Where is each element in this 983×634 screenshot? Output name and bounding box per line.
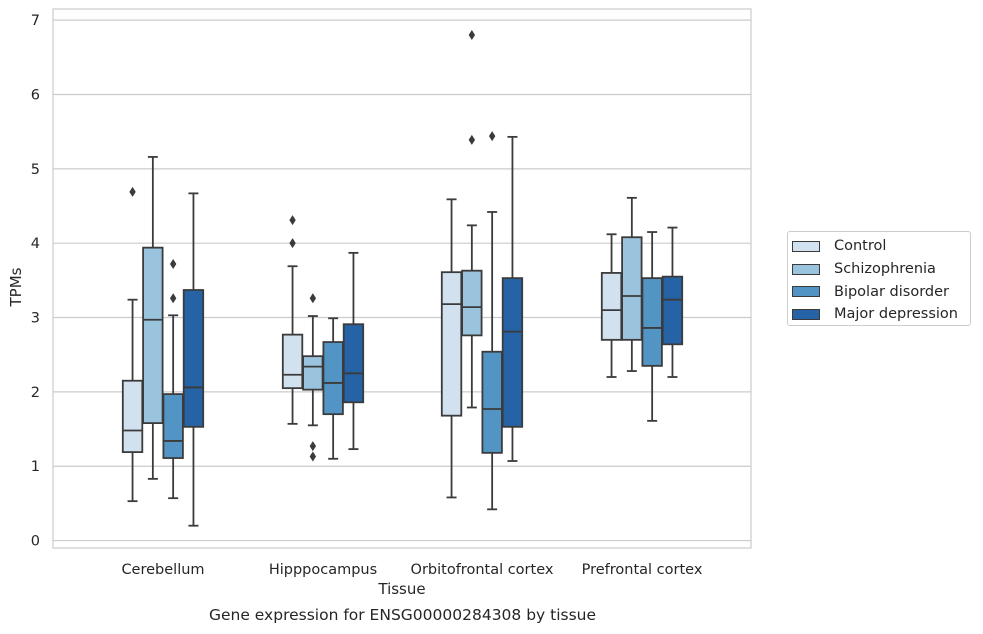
legend-item: Schizophrenia (792, 258, 970, 281)
box-major-depression (661, 226, 684, 378)
box-schizophrenia (302, 293, 324, 462)
box-major-depression (182, 192, 205, 527)
y-tick-label: 3 (31, 311, 40, 327)
outlier-point (169, 293, 177, 304)
box-iqr (162, 393, 184, 459)
outlier-point (309, 441, 317, 452)
y-tick-label: 7 (31, 13, 40, 29)
box-iqr (322, 341, 344, 416)
legend-swatch (792, 286, 820, 298)
x-tick-label: Prefrontal cortex (582, 562, 703, 578)
box-iqr (281, 333, 304, 390)
outlier-point (289, 238, 296, 249)
x-axis-title: Tissue (378, 580, 426, 598)
box-bipolar-disorder (481, 131, 503, 511)
box-iqr (342, 323, 365, 404)
legend-label: Control (834, 238, 887, 255)
outlier-point (289, 215, 296, 226)
box-major-depression (501, 135, 524, 462)
y-tick-label: 5 (31, 162, 40, 178)
legend-swatch (792, 308, 820, 320)
legend-label: Major depression (834, 306, 958, 323)
box-schizophrenia (461, 30, 483, 409)
legend-item: Control (792, 235, 970, 258)
box-iqr (440, 271, 463, 417)
y-tick-label: 0 (31, 534, 40, 550)
box-schizophrenia (621, 196, 643, 372)
x-tick-label: Orbitofrontal cortex (411, 562, 554, 578)
outlier-point (309, 451, 317, 462)
outlier-point (169, 259, 177, 270)
outlier-point (129, 186, 136, 197)
legend: Control Schizophrenia Bipolar disorder Majo… (787, 231, 971, 326)
legend-item: Major depression (792, 303, 970, 326)
x-tick-label: Hipppocampus (269, 562, 377, 578)
box-control (281, 215, 304, 425)
y-tick-label: 6 (31, 87, 40, 103)
y-tick-label: 1 (31, 459, 40, 475)
legend-label: Schizophrenia (834, 261, 936, 278)
box-major-depression (342, 251, 365, 451)
outlier-point (468, 30, 476, 41)
box-bipolar-disorder (641, 231, 663, 422)
box-bipolar-disorder (162, 259, 184, 500)
box-bipolar-disorder (322, 317, 344, 460)
box-iqr (121, 379, 144, 453)
outlier-point (488, 131, 496, 142)
box-iqr (302, 355, 324, 391)
y-axis-title: TPMs (7, 267, 25, 307)
chart-caption: Gene expression for ENSG00000284308 by t… (208, 606, 597, 624)
box-iqr (661, 275, 684, 346)
box-iqr (621, 236, 643, 341)
box-iqr (461, 269, 483, 337)
legend-swatch (792, 263, 820, 275)
box-control (121, 186, 144, 503)
box-iqr (501, 277, 524, 428)
box-iqr (481, 350, 503, 454)
legend-swatch (792, 240, 820, 252)
outlier-point (468, 134, 476, 145)
y-tick-label: 4 (31, 236, 40, 252)
outlier-point (309, 293, 317, 304)
legend-label: Bipolar disorder (834, 283, 949, 300)
box-iqr (142, 246, 164, 425)
box-control (440, 198, 463, 499)
y-tick-label: 2 (31, 385, 40, 401)
box-iqr (600, 272, 623, 341)
box-iqr (641, 277, 663, 367)
box-iqr (182, 289, 205, 428)
x-tick-label: Cerebellum (121, 562, 204, 578)
legend-item: Bipolar disorder (792, 280, 970, 303)
box-schizophrenia (142, 156, 164, 480)
